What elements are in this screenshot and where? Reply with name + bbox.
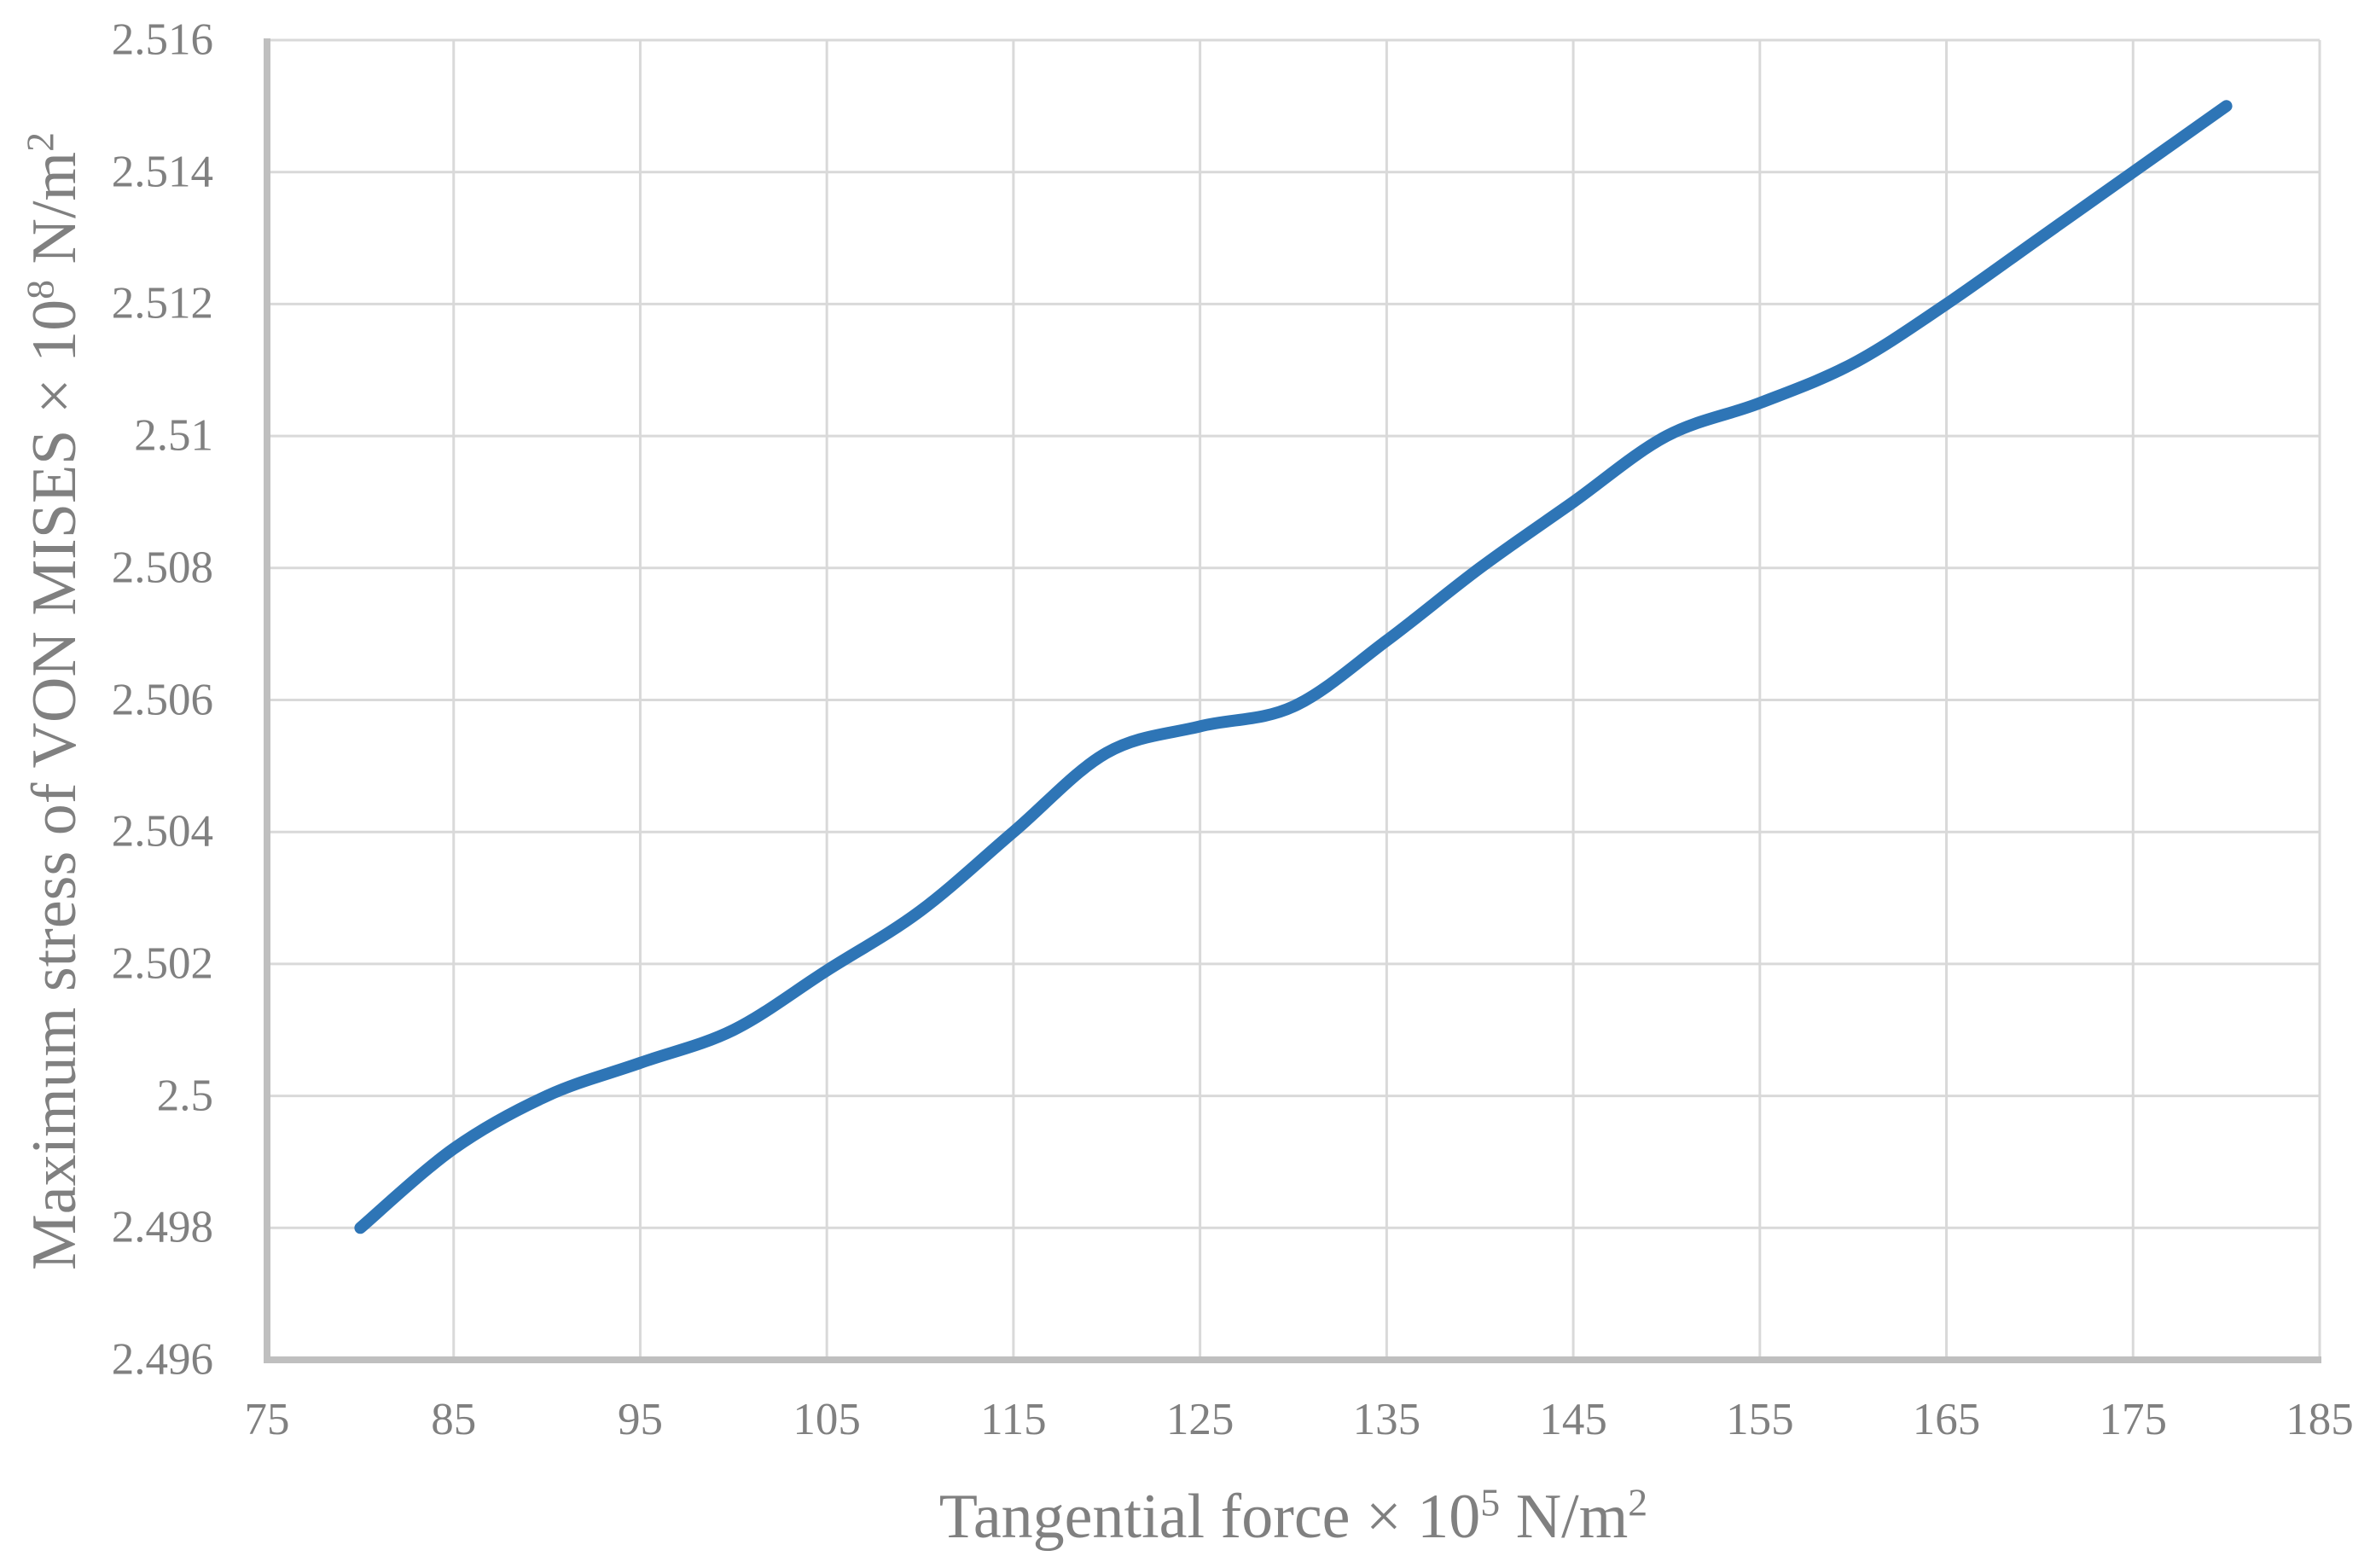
x-tick-label: 185 (2286, 1395, 2354, 1444)
y-tick-label: 2.496 (111, 1334, 213, 1385)
y-tick-label: 2.504 (111, 806, 213, 857)
x-tick-label: 95 (617, 1395, 663, 1444)
y-tick-label: 2.516 (111, 15, 213, 65)
x-tick-label: 125 (1165, 1395, 1234, 1444)
y-tick-label: 2.5 (156, 1071, 213, 1121)
x-tick-label: 165 (1912, 1395, 1981, 1444)
x-tick-label: 135 (1352, 1395, 1421, 1444)
y-tick-label: 2.502 (111, 938, 213, 989)
x-tick-label: 115 (980, 1395, 1047, 1444)
y-tick-label: 2.51 (134, 410, 213, 461)
x-tick-label: 145 (1539, 1395, 1607, 1444)
x-axis-title-text: Tangential force × 10 (938, 1482, 1481, 1552)
x-tick-label: 175 (2099, 1395, 2168, 1444)
y-tick-label: 2.512 (111, 278, 213, 328)
y-tick-label: 2.506 (111, 675, 213, 724)
x-axis-title-unit: N/m (1500, 1482, 1629, 1552)
x-tick-label: 85 (431, 1395, 477, 1444)
stress-series-line (354, 100, 2233, 1234)
x-axis-title: Tangential force × 105 N/m2 (939, 1483, 1647, 1548)
x-axis-title-unit-exponent: 2 (1628, 1480, 1648, 1524)
y-tick-label: 2.508 (111, 543, 213, 593)
x-tick-label: 155 (1726, 1395, 1794, 1444)
x-tick-label: 105 (793, 1395, 861, 1444)
x-axis-title-exponent: 5 (1480, 1480, 1501, 1524)
x-tick-label: 75 (244, 1395, 290, 1444)
y-tick-label: 2.498 (111, 1202, 213, 1252)
y-tick-label: 2.514 (111, 147, 213, 197)
